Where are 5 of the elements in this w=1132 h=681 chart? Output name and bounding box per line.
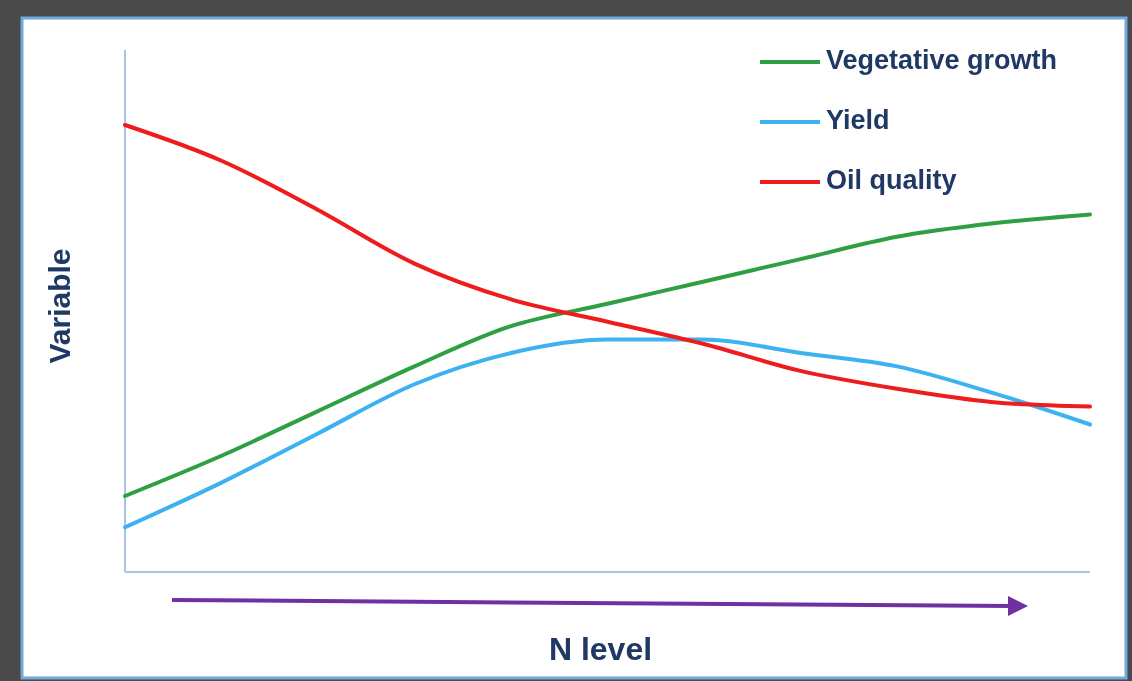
legend-label: Yield xyxy=(826,105,890,136)
y-axis-title: Variable xyxy=(43,248,76,364)
legend-label: Oil quality xyxy=(826,165,957,196)
legend-label: Vegetative growth xyxy=(826,45,1058,76)
x-axis-title: N level xyxy=(548,631,653,667)
